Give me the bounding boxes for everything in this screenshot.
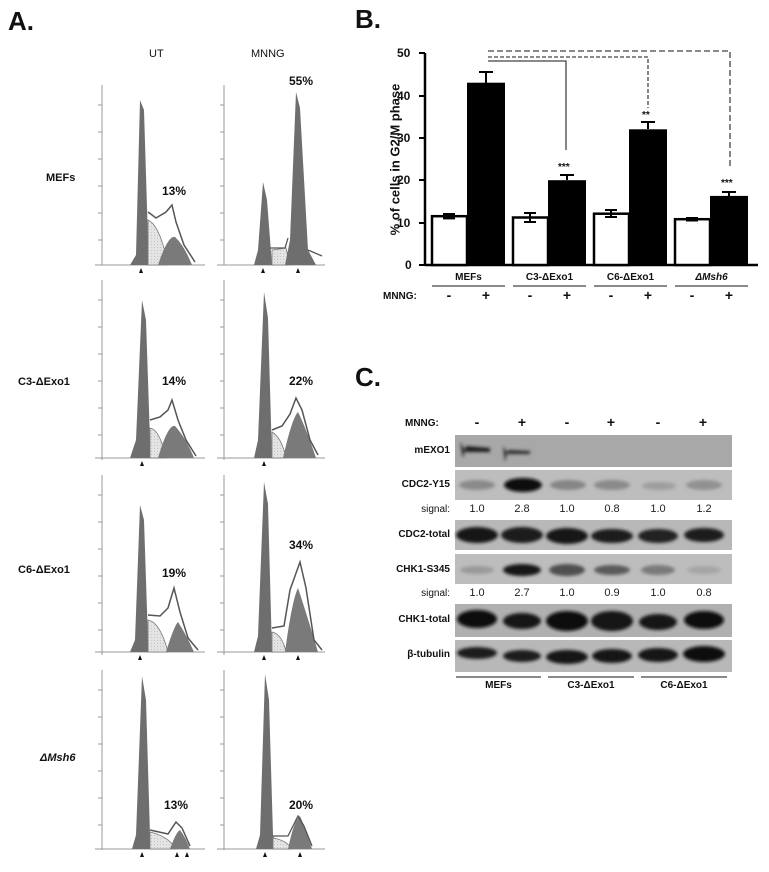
row-label-mefs: MEFs: [46, 172, 76, 184]
blot-label-chk1-total: CHK1-total: [398, 614, 450, 625]
blot-chk1-total: [455, 604, 732, 637]
pct-c3-mnng: 22%: [289, 374, 314, 388]
histogram-msh6-ut: [95, 669, 205, 857]
histogram-mefs-mnng: [217, 84, 325, 273]
sig-msh6: ***: [721, 178, 733, 189]
b-sign-1: -: [446, 287, 452, 303]
b-sign-4: +: [562, 287, 572, 303]
b-sign-7: -: [689, 287, 695, 303]
c-sign-6: +: [698, 414, 708, 430]
ytick-50: 50: [397, 46, 411, 60]
histogram-c6-mnng: [217, 474, 325, 660]
blot-group-c6: C6-ΔExo1: [660, 680, 708, 691]
blot-beta-tubulin: [455, 640, 732, 672]
b-sign-8: +: [724, 287, 734, 303]
bracket-msh6: [488, 50, 731, 168]
b-sign-3: -: [527, 287, 533, 303]
sig-c3: ***: [558, 162, 570, 173]
pct-mefs-ut: 13%: [162, 184, 187, 198]
signal-cdc2-6: 1.2: [696, 503, 712, 515]
signal-chk1-2: 2.7: [514, 587, 530, 599]
blot-label-cdc2-total: CDC2-total: [398, 529, 450, 540]
bar-msh6-ut: [673, 217, 712, 267]
c-sign-3: -: [564, 414, 570, 430]
bracket-c6: [488, 56, 649, 108]
signal-label-chk1: signal:: [421, 588, 450, 599]
blot-mexo1: [455, 435, 732, 467]
b-sign-2: +: [481, 287, 491, 303]
group-label-c3: C3-ΔExo1: [525, 272, 574, 283]
signal-cdc2-4: 0.8: [604, 503, 620, 515]
signal-chk1-1: 1.0: [469, 587, 485, 599]
histogram-c6-ut: [95, 474, 205, 660]
ytick-40: 40: [397, 89, 411, 103]
blot-group-c3: C3-ΔExo1: [567, 680, 615, 691]
bar-mefs-mnng: [467, 82, 505, 265]
ytick-30: 30: [397, 131, 411, 145]
signal-cdc2-3: 1.0: [559, 503, 575, 515]
blot-cdc2-y15: [455, 470, 732, 500]
bar-c3-mnng: [548, 180, 586, 265]
blot-chk1-s345: [455, 554, 732, 584]
row-label-msh6: ΔMsh6: [40, 752, 76, 764]
c-mnng-label: MNNG:: [405, 418, 439, 429]
pct-c6-mnng: 34%: [289, 538, 314, 552]
row-label-c6-exo1: C6-ΔExo1: [18, 564, 70, 576]
blot-label-cdc2-y15: CDC2-Y15: [401, 479, 450, 490]
ytick-20: 20: [397, 173, 411, 187]
panel-a-letter: A.: [8, 6, 34, 36]
group-label-mefs: MEFs: [455, 272, 482, 283]
signal-chk1-5: 1.0: [650, 587, 666, 599]
signal-cdc2-1: 1.0: [469, 503, 485, 515]
histogram-c3-mnng: [217, 279, 325, 466]
panel-b-letter: B.: [355, 4, 381, 34]
b-sign-5: -: [608, 287, 614, 303]
signal-chk1-4: 0.9: [604, 587, 620, 599]
c-sign-5: -: [655, 414, 661, 430]
row-label-c3-exo1: C3-ΔExo1: [18, 376, 70, 388]
signal-cdc2-5: 1.0: [650, 503, 666, 515]
signal-chk1-3: 1.0: [559, 587, 575, 599]
bracket-c3: [488, 60, 567, 150]
column-header-mnng: MNNG: [251, 48, 285, 60]
group-label-msh6: ΔMsh6: [695, 272, 728, 283]
pct-c3-ut: 14%: [162, 374, 187, 388]
b-sign-6: +: [643, 287, 653, 303]
blot-label-beta-tubulin: β-tubulin: [407, 649, 450, 660]
histogram-mefs-ut: [95, 84, 205, 273]
c-sign-2: +: [517, 414, 527, 430]
column-header-ut: UT: [149, 48, 164, 60]
pct-msh6-ut: 13%: [164, 798, 189, 812]
ytick-0: 0: [405, 258, 412, 272]
bar-msh6-mnng: [710, 195, 748, 265]
blot-cdc2-total: [455, 520, 732, 550]
panel-c-letter: C.: [355, 362, 381, 392]
b-mnng-label: MNNG:: [383, 291, 417, 302]
signal-cdc2-2: 2.8: [514, 503, 530, 515]
group-label-c6: C6-ΔExo1: [606, 272, 655, 283]
pct-mefs-mnng: 55%: [289, 74, 314, 88]
c-sign-4: +: [606, 414, 616, 430]
c-sign-1: -: [474, 414, 480, 430]
pct-msh6-mnng: 20%: [289, 798, 314, 812]
blot-group-mefs: MEFs: [485, 680, 512, 691]
blot-label-mexo1: mEXO1: [414, 445, 450, 456]
sig-c6: **: [642, 110, 650, 121]
histogram-msh6-mnng: [217, 669, 325, 857]
blot-label-chk1-s345: CHK1-S345: [396, 564, 450, 575]
histogram-c3-ut: [95, 279, 205, 466]
signal-chk1-6: 0.8: [696, 587, 712, 599]
bar-c3-ut: [511, 216, 550, 267]
bar-c6-mnng: [629, 129, 667, 265]
pct-c6-ut: 19%: [162, 566, 187, 580]
ytick-10: 10: [397, 216, 411, 230]
signal-label-cdc2: signal:: [421, 504, 450, 515]
